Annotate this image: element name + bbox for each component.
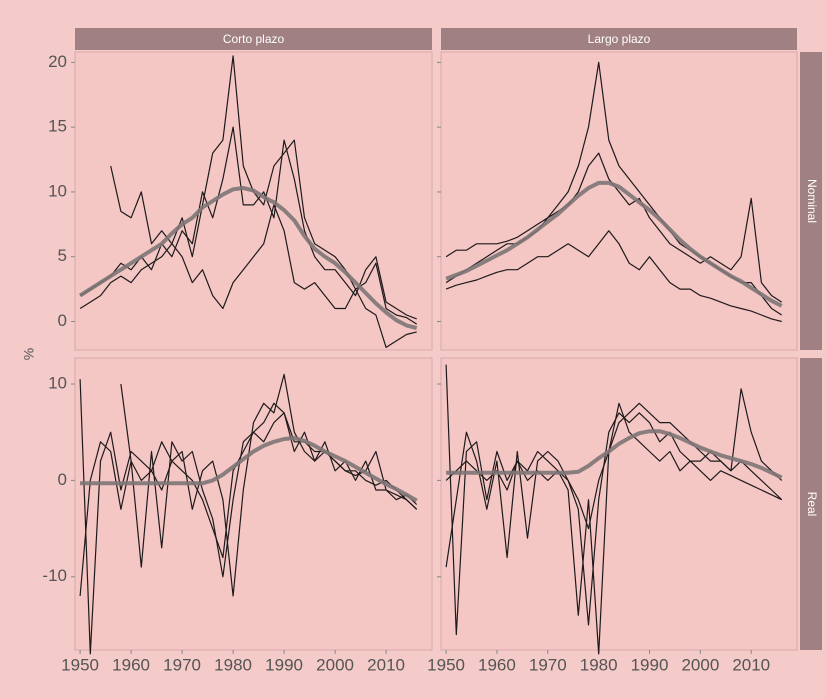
series-line bbox=[445, 402, 782, 530]
y-tick-label: -10 bbox=[42, 566, 67, 585]
x-tick-label: 1990 bbox=[631, 655, 669, 674]
trend-line bbox=[80, 436, 418, 503]
x-tick-label: 1980 bbox=[580, 655, 618, 674]
facet-title: Largo plazo bbox=[588, 32, 651, 46]
x-tick-label: 1950 bbox=[61, 655, 99, 674]
trend-line bbox=[445, 180, 783, 308]
x-tick-label: 1990 bbox=[265, 655, 303, 674]
x-tick-label: 1980 bbox=[214, 655, 252, 674]
series-line bbox=[79, 402, 418, 597]
x-tick-label: 1950 bbox=[427, 655, 465, 674]
x-tick-label: 1970 bbox=[163, 655, 201, 674]
y-tick-label: 10 bbox=[48, 374, 67, 393]
y-tick-label: 0 bbox=[58, 311, 67, 330]
y-tick-label: 0 bbox=[58, 470, 67, 489]
y-axis-label: % bbox=[21, 348, 37, 360]
x-tick-label: 2010 bbox=[367, 655, 405, 674]
panel bbox=[74, 357, 433, 651]
facet-strip bbox=[800, 358, 822, 650]
trend-line bbox=[446, 429, 783, 480]
series-line bbox=[445, 230, 782, 323]
y-tick-label: 5 bbox=[58, 246, 67, 265]
series-line bbox=[445, 412, 783, 626]
facet-strip bbox=[75, 28, 432, 50]
series-line bbox=[79, 126, 417, 320]
y-tick-label: 15 bbox=[48, 117, 67, 136]
trend-line bbox=[79, 186, 418, 330]
x-tick-label: 2000 bbox=[681, 655, 719, 674]
y-tick-label: 20 bbox=[48, 52, 67, 71]
x-tick-label: 1960 bbox=[478, 655, 516, 674]
facet-title: Real bbox=[805, 492, 819, 517]
series-line bbox=[120, 383, 418, 559]
series-line bbox=[110, 165, 417, 348]
panel bbox=[440, 51, 798, 351]
facet-title: Nominal bbox=[805, 179, 819, 223]
facet-strip bbox=[441, 28, 797, 50]
facet-strip bbox=[800, 52, 822, 350]
facet-title: Corto plazo bbox=[223, 32, 285, 46]
y-tick-label: 10 bbox=[48, 181, 67, 200]
panel bbox=[440, 357, 798, 651]
x-tick-label: 1960 bbox=[112, 655, 150, 674]
x-tick-label: 1970 bbox=[529, 655, 567, 674]
x-tick-label: 2010 bbox=[732, 655, 770, 674]
x-tick-label: 2000 bbox=[316, 655, 354, 674]
